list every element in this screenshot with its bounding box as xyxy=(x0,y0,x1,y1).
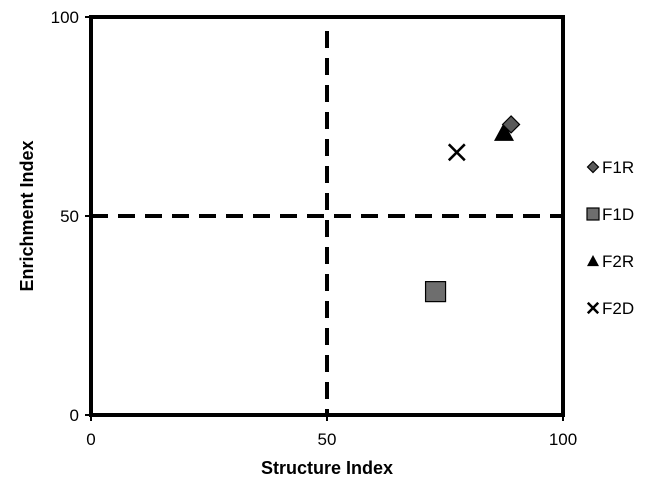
y-axis-title: Enrichment Index xyxy=(17,140,37,291)
legend-marker-f1d xyxy=(586,207,600,221)
y-axis-ticks: 0 50 100 xyxy=(51,8,91,425)
x-axis-ticks: 0 50 100 xyxy=(86,415,577,449)
x-axis-title: Structure Index xyxy=(261,458,393,478)
legend-marker-f2d xyxy=(586,301,600,315)
legend-label-f1d: F1D xyxy=(602,205,634,224)
legend-label-f1r: F1R xyxy=(602,158,634,177)
point-f2r xyxy=(494,122,514,141)
y-tick-label: 100 xyxy=(51,8,79,27)
y-tick-label: 50 xyxy=(60,207,79,226)
x-tick-label: 100 xyxy=(549,430,577,449)
legend-label-f2d: F2D xyxy=(602,299,634,318)
point-f1r xyxy=(501,115,521,134)
x-tick-label: 50 xyxy=(318,430,337,449)
legend-label-f2r: F2R xyxy=(602,252,634,271)
legend: F1R F1D F2R F2D xyxy=(586,158,634,318)
data-points xyxy=(424,115,521,303)
point-f1d xyxy=(424,281,447,303)
point-f2d xyxy=(447,143,466,162)
x-tick-label: 0 xyxy=(86,430,95,449)
legend-marker-f1r xyxy=(586,160,600,174)
y-tick-label: 0 xyxy=(70,406,79,425)
legend-marker-f2r xyxy=(587,255,599,267)
